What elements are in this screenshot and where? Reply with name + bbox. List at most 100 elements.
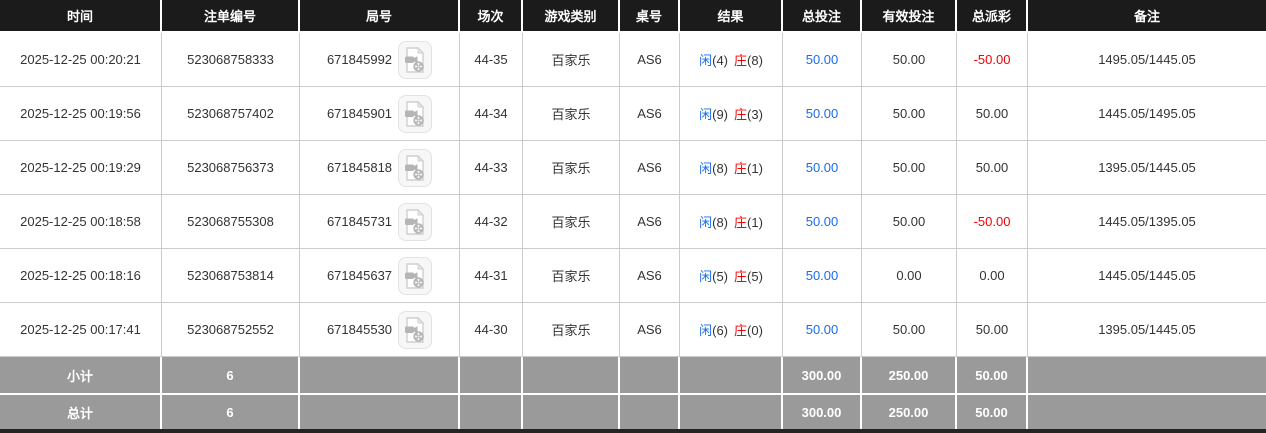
round-id-text: 671845992 xyxy=(326,52,393,67)
col-header-session: 场次 xyxy=(460,0,523,33)
bet-row: 2025-12-25 00:17:41 523068752552 6718455… xyxy=(0,303,1266,357)
banker-score: (8) xyxy=(747,53,763,68)
banker-result: 庄 xyxy=(734,53,748,68)
col-header-time: 时间 xyxy=(0,0,162,33)
cell-game-type: 百家乐 xyxy=(523,303,620,357)
subtotal-count: 6 xyxy=(162,357,300,393)
cell-total-payout: 0.00 xyxy=(957,249,1028,303)
cell-time: 2025-12-25 00:17:41 xyxy=(0,303,162,357)
grand-total-total-bet: 300.00 xyxy=(783,393,862,429)
cell-result: 闲(9) 庄(3) xyxy=(680,87,783,141)
video-replay-icon[interactable] xyxy=(398,148,433,187)
cell-total-payout: -50.00 xyxy=(957,33,1028,87)
cell-remark: 1395.05/1445.05 xyxy=(1028,141,1266,195)
subtotal-row: 小计 6 300.00 250.00 50.00 xyxy=(0,357,1266,393)
subtotal-label: 小计 xyxy=(0,357,162,393)
banker-score: (1) xyxy=(747,161,763,176)
cell-total-payout: 50.00 xyxy=(957,141,1028,195)
footer-empty-cell xyxy=(460,357,523,393)
col-header-game-type: 游戏类别 xyxy=(523,0,620,33)
cell-table-no: AS6 xyxy=(620,87,680,141)
round-id-text: 671845530 xyxy=(326,322,393,337)
bet-row: 2025-12-25 00:18:58 523068755308 6718457… xyxy=(0,195,1266,249)
cell-remark: 1395.05/1445.05 xyxy=(1028,303,1266,357)
footer-empty-cell xyxy=(523,357,620,393)
cell-game-type: 百家乐 xyxy=(523,33,620,87)
banker-score: (3) xyxy=(747,107,763,122)
cell-session: 44-33 xyxy=(460,141,523,195)
cell-valid-bet: 50.00 xyxy=(862,303,957,357)
round-id-text: 671845818 xyxy=(326,160,393,175)
footer-empty-cell xyxy=(620,393,680,429)
grand-total-row: 总计 6 300.00 250.00 50.00 xyxy=(0,393,1266,429)
col-header-table-no: 桌号 xyxy=(620,0,680,33)
player-result: 闲 xyxy=(699,53,713,68)
video-replay-icon[interactable] xyxy=(398,202,433,241)
cell-session: 44-31 xyxy=(460,249,523,303)
cell-session: 44-30 xyxy=(460,303,523,357)
cell-table-no: AS6 xyxy=(620,33,680,87)
cell-bet-id: 523068752552 xyxy=(162,303,300,357)
cell-remark: 1445.05/1445.05 xyxy=(1028,249,1266,303)
cell-round-id: 671845637 xyxy=(300,249,460,303)
cell-total-bet: 50.00 xyxy=(783,249,862,303)
video-replay-icon[interactable] xyxy=(398,40,433,79)
col-header-valid-bet: 有效投注 xyxy=(862,0,957,33)
banker-result: 庄 xyxy=(734,161,748,176)
cell-remark: 1445.05/1495.05 xyxy=(1028,87,1266,141)
banker-result: 庄 xyxy=(734,323,748,338)
footer-empty-cell xyxy=(680,393,783,429)
cell-valid-bet: 50.00 xyxy=(862,33,957,87)
cell-round-id: 671845818 xyxy=(300,141,460,195)
col-header-total-bet: 总投注 xyxy=(783,0,862,33)
cell-bet-id: 523068756373 xyxy=(162,141,300,195)
cell-round-id: 671845731 xyxy=(300,195,460,249)
round-id-text: 671845731 xyxy=(326,214,393,229)
cell-result: 闲(5) 庄(5) xyxy=(680,249,783,303)
cell-table-no: AS6 xyxy=(620,195,680,249)
cell-session: 44-35 xyxy=(460,33,523,87)
video-replay-icon[interactable] xyxy=(398,94,433,133)
cell-time: 2025-12-25 00:19:29 xyxy=(0,141,162,195)
cell-valid-bet: 0.00 xyxy=(862,249,957,303)
bet-row: 2025-12-25 00:20:21 523068758333 6718459… xyxy=(0,33,1266,87)
cell-session: 44-32 xyxy=(460,195,523,249)
cell-total-bet: 50.00 xyxy=(783,87,862,141)
cell-valid-bet: 50.00 xyxy=(862,141,957,195)
cell-game-type: 百家乐 xyxy=(523,141,620,195)
cell-game-type: 百家乐 xyxy=(523,195,620,249)
footer-empty-cell xyxy=(523,393,620,429)
cell-time: 2025-12-25 00:18:16 xyxy=(0,249,162,303)
banker-result: 庄 xyxy=(734,215,748,230)
grand-total-total-payout: 50.00 xyxy=(957,393,1028,429)
cell-session: 44-34 xyxy=(460,87,523,141)
grand-total-count: 6 xyxy=(162,393,300,429)
footer-empty-cell xyxy=(460,393,523,429)
cell-total-bet: 50.00 xyxy=(783,303,862,357)
round-id-text: 671845637 xyxy=(326,268,393,283)
cell-total-payout: 50.00 xyxy=(957,87,1028,141)
footer-empty-cell xyxy=(620,357,680,393)
cell-bet-id: 523068755308 xyxy=(162,195,300,249)
cell-total-bet: 50.00 xyxy=(783,141,862,195)
player-score: (8) xyxy=(712,215,728,230)
cell-table-no: AS6 xyxy=(620,249,680,303)
cell-table-no: AS6 xyxy=(620,141,680,195)
cell-round-id: 671845901 xyxy=(300,87,460,141)
bet-row: 2025-12-25 00:19:29 523068756373 6718458… xyxy=(0,141,1266,195)
cell-time: 2025-12-25 00:18:58 xyxy=(0,195,162,249)
footer-empty-cell xyxy=(1028,393,1266,429)
footer-empty-cell xyxy=(680,357,783,393)
cell-time: 2025-12-25 00:19:56 xyxy=(0,87,162,141)
player-result: 闲 xyxy=(699,107,713,122)
banker-score: (0) xyxy=(747,323,763,338)
video-replay-icon[interactable] xyxy=(398,310,433,349)
cell-result: 闲(4) 庄(8) xyxy=(680,33,783,87)
bet-row: 2025-12-25 00:19:56 523068757402 6718459… xyxy=(0,87,1266,141)
cell-bet-id: 523068753814 xyxy=(162,249,300,303)
cell-bet-id: 523068758333 xyxy=(162,33,300,87)
banker-score: (1) xyxy=(747,215,763,230)
player-score: (8) xyxy=(712,161,728,176)
video-replay-icon[interactable] xyxy=(398,256,433,295)
